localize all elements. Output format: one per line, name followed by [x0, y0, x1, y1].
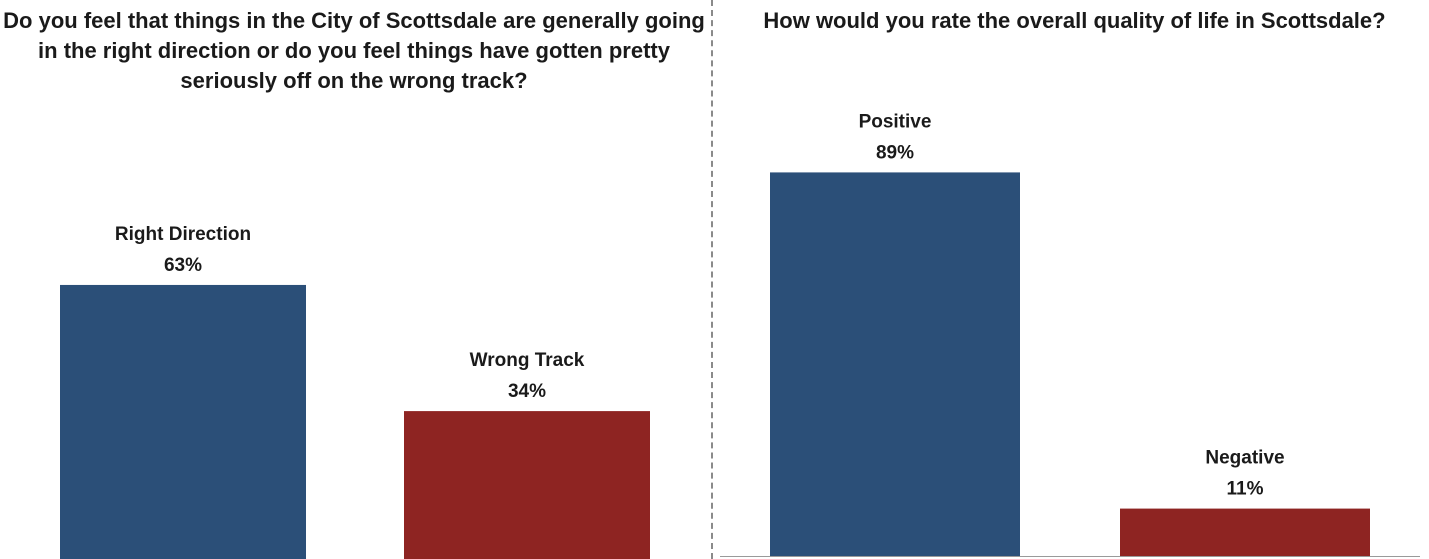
category-label-right-direction: Right Direction — [115, 224, 251, 245]
category-label-positive: Positive — [859, 111, 932, 132]
bar-right-direction — [60, 284, 306, 559]
category-label-wrong-track: Wrong Track — [470, 350, 585, 371]
value-label-right-direction: 63% — [164, 255, 202, 276]
category-label-negative: Negative — [1205, 448, 1284, 469]
bar-wrong-track — [404, 411, 650, 559]
chart-title-right: How would you rate the overall quality o… — [763, 8, 1386, 33]
bar-chart-quality-of-life: Positive 89% Negative 11% — [720, 111, 1420, 557]
value-label-positive: 89% — [876, 142, 914, 163]
bar-chart-direction: Right Direction 63% Wrong Track 34% — [60, 224, 650, 559]
bar-positive — [770, 172, 1020, 556]
chart-title-left: Do you feel that things in the City of S… — [3, 8, 705, 93]
panel-divider — [711, 0, 713, 559]
value-label-negative: 11% — [1227, 479, 1264, 500]
value-label-wrong-track: 34% — [508, 381, 546, 402]
bar-negative — [1120, 508, 1370, 556]
